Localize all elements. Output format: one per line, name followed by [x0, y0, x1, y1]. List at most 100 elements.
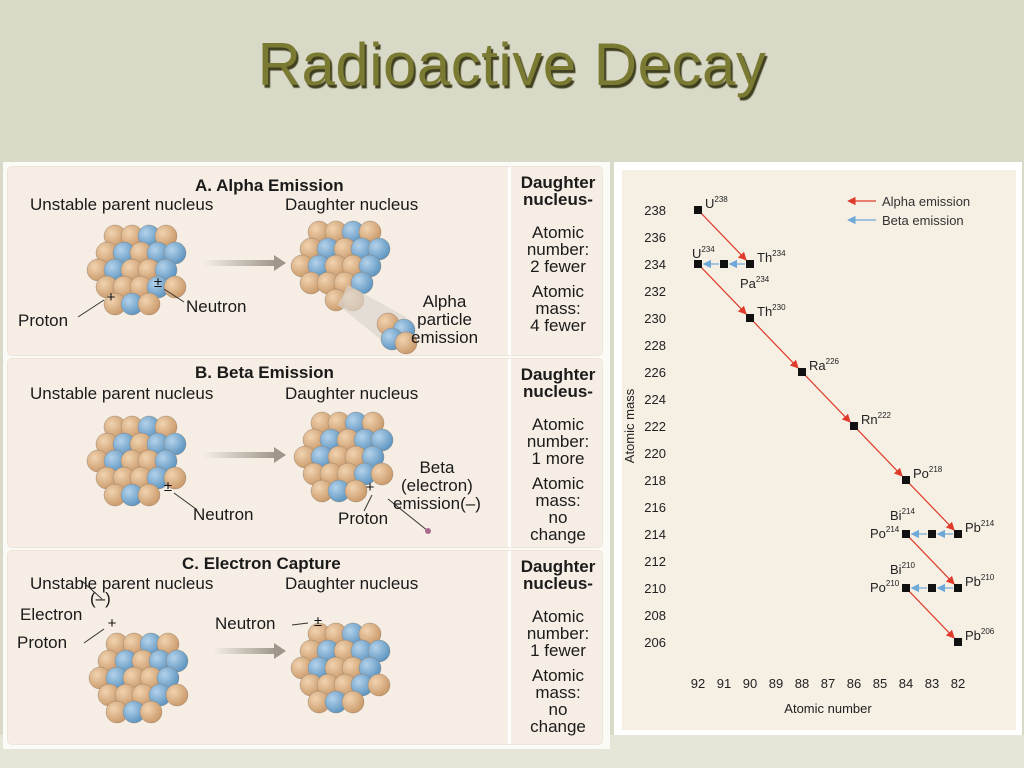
capture-mass-2: mass: [535, 683, 581, 702]
proton-pointer [363, 494, 373, 512]
beta-mass-3: no [548, 508, 568, 527]
y-tick-label: 222 [644, 419, 666, 434]
beta-heading: B. Beta Emission [195, 363, 334, 382]
alpha-emission-section: A. Alpha Emission Unstable parent nucleu… [8, 167, 602, 355]
alpha-transition-arrow [857, 429, 903, 477]
x-tick-label: 84 [899, 676, 913, 691]
y-tick-label: 212 [644, 554, 666, 569]
x-tick-label: 89 [769, 676, 783, 691]
y-tick-label: 238 [644, 203, 666, 218]
x-tick-label: 90 [743, 676, 757, 691]
alpha-particle-label: Alpha particle emission [411, 293, 478, 347]
beta-legend-label: Beta emission [882, 213, 964, 228]
mass-number: 234 [701, 245, 715, 254]
alpha-reaction-arrow [204, 255, 286, 271]
nuclide-label: Rn222 [861, 411, 892, 427]
alpha-summary-title-2: nucleus- [523, 190, 593, 209]
beta-parent-nucleus: ± [86, 415, 197, 510]
capture-summary-number: Atomic number: 1 fewer [511, 608, 605, 659]
beta-summary-title-2: nucleus- [523, 382, 593, 401]
alpha-number-2: number: [526, 240, 590, 259]
y-tick-label: 228 [644, 338, 666, 353]
mass-number: 222 [878, 411, 892, 420]
nuclide-point [902, 584, 910, 592]
mass-number: 210 [886, 579, 900, 588]
alpha-transition-arrow [805, 375, 851, 423]
charge-sign: ± [164, 478, 172, 495]
mass-number: 234 [756, 275, 770, 284]
capture-mass-4: change [530, 717, 586, 736]
capture-heading: C. Electron Capture [182, 554, 341, 573]
alpha-transition-arrow [753, 321, 799, 369]
nuclide-label: Th230 [757, 303, 786, 319]
alpha-summary-mass: Atomic mass: 4 fewer [511, 283, 605, 334]
capture-mass-1: Atomic [532, 666, 584, 685]
x-tick-label: 86 [847, 676, 861, 691]
alpha-parent-nucleus: +± [77, 224, 187, 318]
nuclide-label: Pa234 [740, 275, 770, 291]
capture-reaction-arrow [214, 643, 286, 659]
y-tick-label: 206 [644, 635, 666, 650]
alpha-transition-arrow [909, 591, 955, 639]
capture-daughter-summary: Daughter nucleus- Atomic number: 1 fewer At… [508, 551, 605, 744]
electron-capture-section: C. Electron Capture Unstable parent nucl… [8, 551, 602, 744]
mass-number: 218 [929, 465, 943, 474]
proton-pointer [83, 628, 105, 644]
alpha-diagram: A. Alpha Emission Unstable parent nucleu… [8, 167, 502, 355]
mass-number: 210 [902, 561, 916, 570]
alpha-summary-number: Atomic number: 2 fewer [511, 224, 605, 275]
mass-number: 214 [902, 507, 916, 516]
nuclide-point [746, 260, 754, 268]
alpha-transition-arrow [701, 267, 747, 315]
beta-daughter-label: Daughter nucleus [285, 384, 419, 403]
beta-summary-title: Daughter nucleus- [511, 366, 605, 400]
mass-number: 230 [772, 303, 786, 312]
alpha-particle-label-line-1: Alpha [422, 292, 467, 311]
beta-neutron-label: Neutron [193, 505, 254, 524]
nuclide-label: Pb214 [965, 519, 995, 535]
alpha-heading: A. Alpha Emission [195, 176, 344, 195]
decay-chain-chart: 2382362342322302282262242222202182162142… [622, 194, 995, 716]
y-tick-label: 226 [644, 365, 666, 380]
nuclide-label: Bi214 [890, 507, 915, 523]
beta-emission-section: B. Beta Emission Unstable parent nucleus… [8, 359, 602, 547]
y-tick-label: 234 [644, 257, 666, 272]
nuclide-point [746, 314, 754, 322]
beta-parent-label: Unstable parent nucleus [30, 384, 214, 403]
capture-number-3: 1 fewer [530, 641, 586, 660]
nuclide-label: Po214 [870, 525, 900, 541]
x-tick-label: 92 [691, 676, 705, 691]
x-axis-label: Atomic number [784, 701, 872, 716]
arrow-head [274, 255, 286, 271]
alpha-transition-arrow [701, 213, 747, 261]
arrow-shaft [204, 260, 276, 266]
alpha-transition-arrow [909, 537, 955, 585]
arrow-head [274, 643, 286, 659]
proton-ball [341, 690, 365, 714]
nuclide-label: Bi210 [890, 561, 915, 577]
nuclide-point [798, 368, 806, 376]
alpha-particle-label-line-2: particle [417, 310, 472, 329]
alpha-daughter-nucleus [290, 220, 418, 355]
nuclide-point [850, 422, 858, 430]
mass-number: 214 [886, 525, 900, 534]
arrow-shaft [214, 648, 276, 654]
charge-sign: + [108, 615, 117, 632]
mass-number: 214 [981, 519, 995, 528]
x-tick-label: 88 [795, 676, 809, 691]
charge-sign: + [107, 289, 116, 306]
alpha-daughter-label: Daughter nucleus [285, 195, 419, 214]
nuclide-point [720, 260, 728, 268]
capture-daughter-label: Daughter nucleus [285, 574, 419, 593]
electron-pointer [81, 580, 103, 600]
alpha-number-3: 2 fewer [530, 257, 586, 276]
beta-particle-label-line-3: emission(–) [393, 494, 481, 513]
proton-ball [370, 462, 394, 486]
nuclide-label: Ra226 [809, 357, 840, 373]
capture-electron-sign: (–) [90, 589, 111, 608]
y-tick-label: 232 [644, 284, 666, 299]
alpha-particle-nucleon [394, 331, 418, 355]
capture-summary-mass: Atomic mass: no change [511, 667, 605, 735]
x-tick-label: 85 [873, 676, 887, 691]
y-tick-label: 216 [644, 500, 666, 515]
